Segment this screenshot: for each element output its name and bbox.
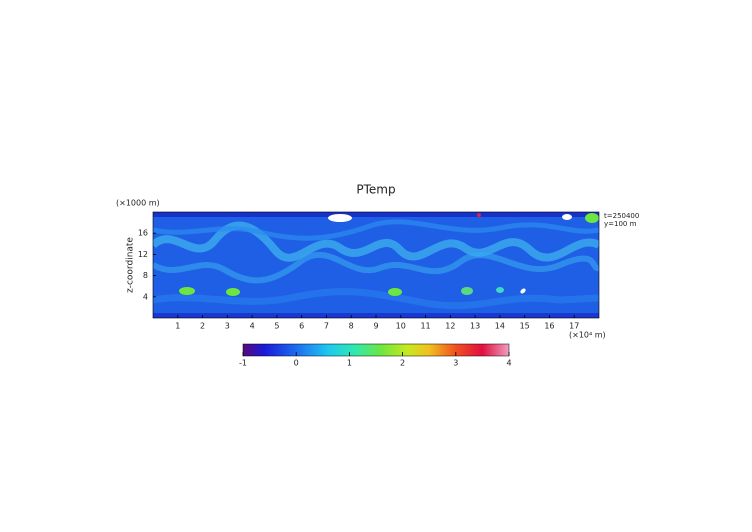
x-tick-label: 12	[445, 322, 455, 331]
x-tick-label: 6	[299, 322, 304, 331]
x-tick-label: 11	[420, 322, 430, 331]
x-tick-label: 5	[274, 322, 279, 331]
x-tick-label: 1	[175, 322, 180, 331]
x-tick-label: 3	[225, 322, 230, 331]
y-tick-label: 16	[138, 229, 148, 238]
x-tick-label: 7	[324, 322, 329, 331]
x-tick-label: 17	[569, 322, 579, 331]
y-tick-label: 4	[143, 292, 148, 301]
y-axis-label: z-coordinate	[126, 237, 136, 293]
x-tick-label: 16	[544, 322, 554, 331]
colorbar-tick-label: 4	[506, 359, 511, 368]
y-tick-label: 12	[138, 250, 148, 259]
colorbar	[242, 343, 510, 357]
colorbar-tick-label: 1	[347, 359, 352, 368]
x-tick-label: 9	[373, 322, 378, 331]
chart-title: PTemp	[356, 183, 395, 197]
y-unit-label: (×1000 m)	[116, 199, 160, 208]
field	[153, 212, 599, 318]
x-tick-label: 2	[200, 322, 205, 331]
annotation: y=100 m	[604, 220, 637, 228]
colorbar-tick-label: -1	[239, 359, 247, 368]
x-unit-label: (×10⁴ m)	[569, 331, 606, 340]
x-tick-label: 8	[349, 322, 354, 331]
colorbar-tick-label: 0	[294, 359, 299, 368]
x-tick-label: 13	[470, 322, 480, 331]
y-tick-label: 8	[143, 271, 148, 280]
x-tick-label: 4	[250, 322, 255, 331]
x-tick-label: 10	[396, 322, 406, 331]
colorbar-tick-label: 3	[453, 359, 458, 368]
colorbar-tick-label: 2	[400, 359, 405, 368]
x-tick-label: 15	[520, 322, 530, 331]
x-tick-label: 14	[495, 322, 505, 331]
annotation: t=250400	[604, 212, 639, 220]
